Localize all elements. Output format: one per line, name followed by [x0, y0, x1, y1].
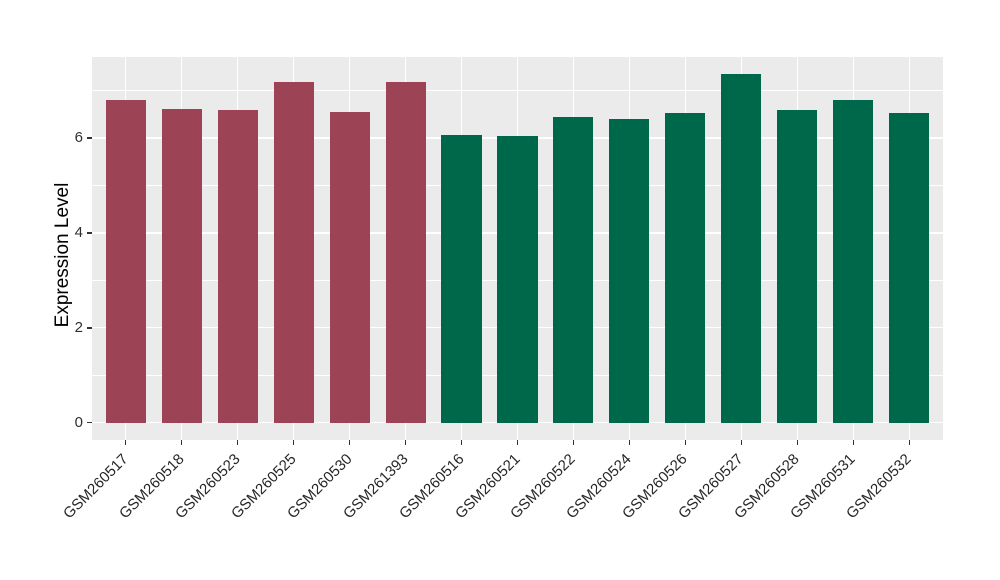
- x-tick-label: GSM260531: [787, 450, 860, 523]
- x-tick-label: GSM260517: [59, 450, 132, 523]
- x-tick-label: GSM260525: [227, 450, 300, 523]
- bar-GSM260526: [665, 112, 706, 423]
- x-tick-mark: [292, 440, 295, 445]
- bar-GSM260528: [777, 109, 818, 423]
- bar-GSM260521: [497, 136, 538, 423]
- x-tick-label: GSM260527: [675, 450, 748, 523]
- x-tick-mark: [628, 440, 631, 445]
- x-tick-mark: [740, 440, 743, 445]
- bar-GSM260531: [833, 99, 874, 423]
- bar-GSM260532: [889, 112, 930, 423]
- x-tick-mark: [236, 440, 239, 445]
- x-tick-mark: [180, 440, 183, 445]
- y-tick-mark: [87, 326, 92, 329]
- x-tick-label: GSM260528: [731, 450, 804, 523]
- x-tick-label: GSM260532: [843, 450, 916, 523]
- x-tick-mark: [404, 440, 407, 445]
- x-tick-label: GSM260523: [171, 450, 244, 523]
- y-tick-mark: [87, 421, 92, 424]
- x-tick-mark: [124, 440, 127, 445]
- plot-panel: [92, 57, 943, 440]
- x-tick-mark: [852, 440, 855, 445]
- bar-GSM260527: [721, 74, 762, 423]
- x-tick-mark: [572, 440, 575, 445]
- bar-GSM260525: [273, 82, 314, 423]
- y-tick-mark: [87, 137, 92, 139]
- y-tick-label: 0: [74, 413, 83, 431]
- bar-GSM260524: [609, 118, 650, 423]
- bar-GSM260517: [105, 100, 146, 423]
- y-axis-title: Expression Level: [52, 182, 73, 328]
- x-tick-mark: [460, 440, 463, 445]
- bar-GSM260518: [161, 109, 202, 423]
- bar-GSM260522: [553, 117, 594, 423]
- x-tick-mark: [684, 440, 687, 445]
- x-tick-label: GSM260516: [395, 450, 468, 523]
- x-tick-mark: [796, 440, 799, 445]
- y-tick-label: 6: [74, 128, 83, 146]
- x-tick-label: GSM261393: [339, 450, 412, 523]
- bar-GSM260530: [329, 111, 370, 423]
- x-tick-label: GSM260521: [451, 450, 524, 523]
- y-tick-label: 2: [74, 318, 83, 336]
- y-tick-label: 4: [74, 223, 83, 241]
- x-tick-label: GSM260530: [283, 450, 356, 523]
- bar-GSM260516: [441, 135, 482, 423]
- x-tick-label: GSM260518: [115, 450, 188, 523]
- bar-GSM260523: [217, 110, 258, 423]
- x-tick-label: GSM260526: [619, 450, 692, 523]
- y-tick-mark: [87, 232, 92, 234]
- x-tick-label: GSM260522: [507, 450, 580, 523]
- x-tick-mark: [516, 440, 519, 445]
- x-tick-mark: [348, 440, 351, 445]
- x-tick-label: GSM260524: [563, 450, 636, 523]
- x-tick-mark: [908, 440, 911, 445]
- bar-GSM261393: [385, 81, 426, 423]
